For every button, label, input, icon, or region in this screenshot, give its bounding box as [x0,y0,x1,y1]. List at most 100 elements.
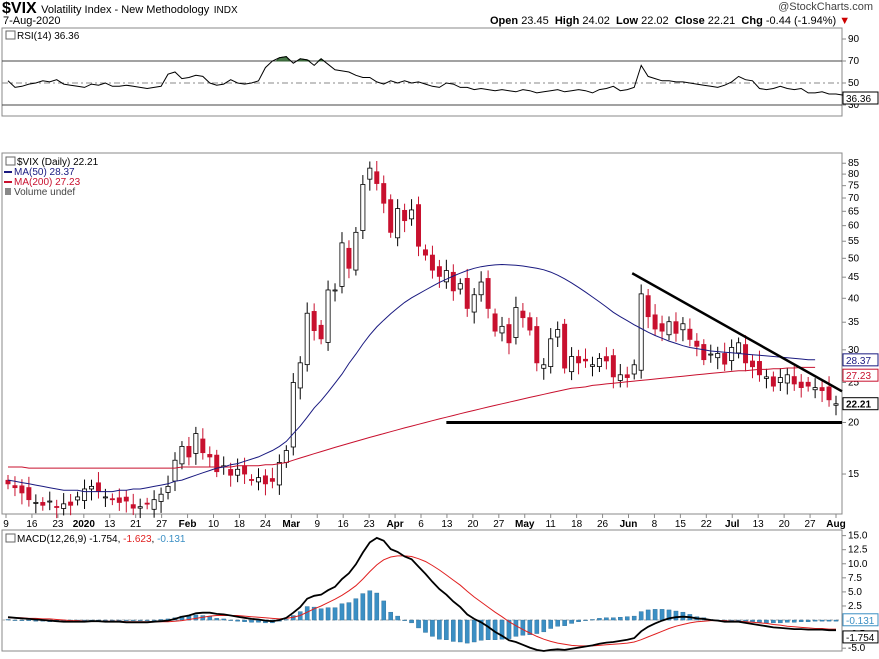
macd-histogram-bar [318,608,324,621]
candle [311,311,317,331]
candle [61,503,67,509]
candle [332,289,338,292]
macd-tick-label: 2.5 [848,601,862,612]
macd-histogram-bar [353,598,359,621]
candle [151,499,157,510]
candle [784,374,790,384]
macd-histogram-bar [444,619,449,640]
candle [770,376,776,387]
candle [464,277,470,309]
macd-histogram-bar [402,619,407,621]
candle [12,485,18,489]
rsi-title: RSI(14) 36.36 [17,31,80,42]
rsi-last-value: 36.36 [846,94,871,105]
ma50-last-value: 28.37 [846,356,871,367]
x-tick-label: 22 [701,519,713,530]
ma50-line [7,263,816,493]
macd-histogram-bar [624,616,630,621]
rsi-tick-label: 30 [848,100,860,111]
candle [165,485,171,493]
candle [255,477,261,483]
candle [269,478,275,482]
macd-histogram-bar [778,619,783,624]
candle [339,242,345,287]
x-tick-label: 23 [364,519,376,530]
candle [242,465,248,475]
candle [290,382,296,448]
macd-tick-label: 10.0 [848,559,868,570]
chg-label: Chg [741,15,763,27]
macd-histogram-bar [367,590,373,621]
x-tick-label: 27 [493,519,505,530]
symbol: $VIX [2,0,37,17]
candle [374,171,380,184]
macd-histogram-bar [750,619,755,622]
x-tick-label: 18 [571,519,583,530]
macd-tick-label: -5.0 [848,643,866,654]
candle [158,493,164,502]
macd-histogram-bar [562,619,567,626]
x-tick-label: 15 [675,519,687,530]
candle [346,247,352,269]
candle [812,387,818,391]
candle [422,249,428,256]
price-tick-label: 15 [848,469,860,480]
candle [172,459,178,482]
macd-histogram-bar [757,619,762,623]
macd-tick-label: 7.5 [848,573,862,584]
candle [756,361,762,376]
macd-histogram-bar [123,619,129,621]
candle [95,482,101,492]
macd-histogram-bar [19,619,25,621]
macd-histogram-bar [548,619,554,629]
candle [47,500,53,503]
rsi-tick-label: 70 [848,56,860,67]
candle [520,310,526,319]
macd-panel-frame [1,529,843,652]
candle [805,381,811,387]
macd-histogram-bar [638,611,644,621]
candle [708,353,714,356]
candle [652,314,658,330]
candle [353,231,359,271]
candle [179,446,185,465]
macd-histogram-bar [576,619,581,622]
x-tick-label: 18 [234,519,246,530]
candle [109,498,115,501]
candle [82,488,88,501]
macd-histogram-bar [645,609,651,621]
candle [186,446,192,458]
macd-histogram-bar [158,619,164,621]
candle [416,204,422,247]
macd-hist-last-value-box [842,613,879,627]
macd-histogram-bar [819,619,825,622]
exchange: INDX [213,5,238,16]
x-tick-label: May [515,519,535,530]
candle [249,479,255,481]
candle [589,364,595,367]
candle [736,342,742,354]
rsi-panel-frame [1,27,843,117]
macd-histogram-bar [284,619,289,621]
close-label: Close [674,15,705,27]
candle [680,323,686,331]
candle [729,347,735,361]
price-tick-label: 65 [848,206,860,217]
rsi-last-value-box [842,91,879,105]
macd-histogram-bar [193,614,199,621]
macd-histogram-bar [339,603,345,621]
candle [506,324,512,344]
macd-title-part: -1.623 [123,534,152,545]
candle [833,403,839,406]
candle [325,289,331,343]
candle [791,376,797,385]
rsi-tick-label: 90 [848,34,860,45]
x-tick-label: 20 [779,519,791,530]
candle [228,469,234,476]
macd-histogram-bar [527,619,533,635]
macd-histogram-bar [590,619,595,621]
rsi-tick-label: 50 [848,78,860,89]
candle [193,433,199,454]
price-tick-label: 80 [848,169,860,180]
